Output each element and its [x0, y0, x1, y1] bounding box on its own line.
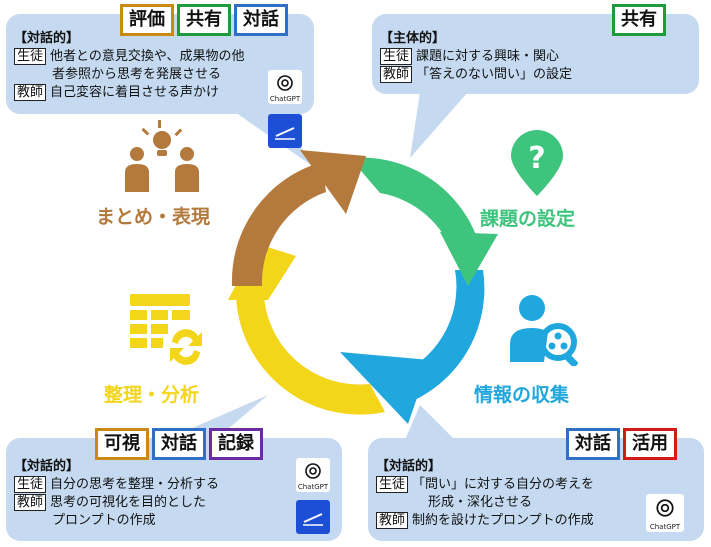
role-student: 生徒 [14, 48, 47, 65]
bottom-left-text: 【対話的】 生徒 自分の思考を整理・分析する 教師 思考の可視化を目的とした プロン… [14, 458, 219, 530]
badge-utilize: 活用 [623, 428, 677, 460]
arrow-summary-expression [231, 162, 326, 286]
bottom-right-line-1: 「問い」に対する自分の考えを [412, 477, 595, 492]
chatgpt-logo: ChatGPT [296, 458, 330, 492]
badge-visualize: 可視 [95, 428, 149, 460]
step-info-collection: 情報の収集 [474, 384, 570, 406]
top-left-line-2: 者参照から思考を発展させる [52, 67, 222, 82]
pen-tool-icon [303, 513, 323, 526]
top-left-tag: 【対話的】 [14, 31, 80, 46]
arrow-info-collection-head [340, 352, 430, 424]
chatgpt-logo: ChatGPT [646, 494, 684, 532]
chatgpt-knot-icon [305, 463, 321, 479]
bottom-right-tag: 【対話的】 [376, 459, 442, 474]
step-summary-expression: まとめ・表現 [96, 206, 211, 228]
badge-share: 共有 [177, 4, 231, 36]
bottom-right-line-3: 制約を設けたプロンプトの作成 [412, 513, 594, 528]
chatgpt-logo: ChatGPT [268, 70, 302, 104]
top-right-tag: 【主体的】 [380, 31, 446, 46]
top-left-line-1: 他者との意見交換や、成果物の他 [50, 49, 245, 64]
step-task-setting: 課題の設定 [480, 208, 576, 230]
pen-tool-icon [275, 127, 295, 140]
bottom-left-line-3: プロンプトの作成 [52, 513, 156, 528]
badge-record: 記録 [209, 428, 263, 460]
bottom-left-line-1: 自分の思考を整理・分析する [50, 477, 220, 492]
chatgpt-label: ChatGPT [649, 523, 681, 531]
top-left-text: 【対話的】 生徒 他者との意見交換や、成果物の他 者参照から思考を発展させる 教師… [14, 30, 245, 102]
badge-dialogue: 対話 [234, 4, 288, 36]
bottom-left-line-2: 思考の可視化を目的とした [50, 495, 207, 510]
role-student: 生徒 [376, 476, 409, 493]
role-teacher: 教師 [380, 66, 413, 83]
top-right-text: 【主体的】 生徒 課題に対する興味・関心 教師 「答えのない問い」の設定 [380, 30, 572, 84]
role-student: 生徒 [380, 48, 413, 65]
chatgpt-label: ChatGPT [297, 483, 329, 491]
person-search-icon [510, 295, 578, 366]
role-student: 生徒 [14, 476, 47, 493]
badge-share: 共有 [612, 4, 666, 36]
table-refresh-icon [130, 294, 202, 365]
chatgpt-label: ChatGPT [269, 95, 301, 103]
arrow-task-setting-tip [440, 232, 498, 286]
app-logo-blue [296, 500, 330, 534]
chatgpt-knot-icon [277, 75, 293, 91]
arrow-summary-expression-head [300, 150, 366, 214]
svg-text:?: ? [528, 141, 545, 176]
bottom-left-tag: 【対話的】 [14, 459, 80, 474]
arrow-organize-analyze [236, 296, 385, 415]
badge-dialogue: 対話 [152, 428, 206, 460]
chatgpt-knot-icon [656, 499, 674, 517]
question-pin-icon: ? [511, 130, 563, 196]
step-organize-analyze: 整理・分析 [104, 384, 200, 406]
bottom-right-line-2: 形成・深化させる [428, 495, 533, 510]
top-left-line-3: 自己変容に着目させる声かけ [50, 85, 220, 100]
badge-evaluate: 評価 [120, 4, 174, 36]
role-teacher: 教師 [376, 512, 409, 529]
bottom-right-text: 【対話的】 生徒 「問い」に対する自分の考えを 形成・深化させる 教師 制約を設けた… [376, 458, 594, 530]
top-right-line-1: 課題に対する興味・関心 [416, 49, 560, 64]
app-logo-blue [268, 114, 302, 148]
role-teacher: 教師 [14, 494, 47, 511]
role-teacher: 教師 [14, 84, 47, 101]
badge-dialogue: 対話 [566, 428, 620, 460]
top-right-line-2: 「答えのない問い」の設定 [416, 67, 573, 82]
people-idea-icon [125, 120, 199, 192]
